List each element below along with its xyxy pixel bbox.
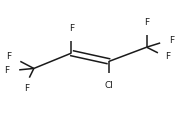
Text: F: F (69, 24, 74, 33)
Text: Cl: Cl (105, 81, 114, 90)
Text: F: F (6, 52, 11, 61)
Text: F: F (165, 52, 171, 61)
Text: F: F (24, 84, 29, 93)
Text: F: F (4, 66, 9, 75)
Text: F: F (169, 36, 174, 45)
Text: F: F (144, 18, 149, 27)
